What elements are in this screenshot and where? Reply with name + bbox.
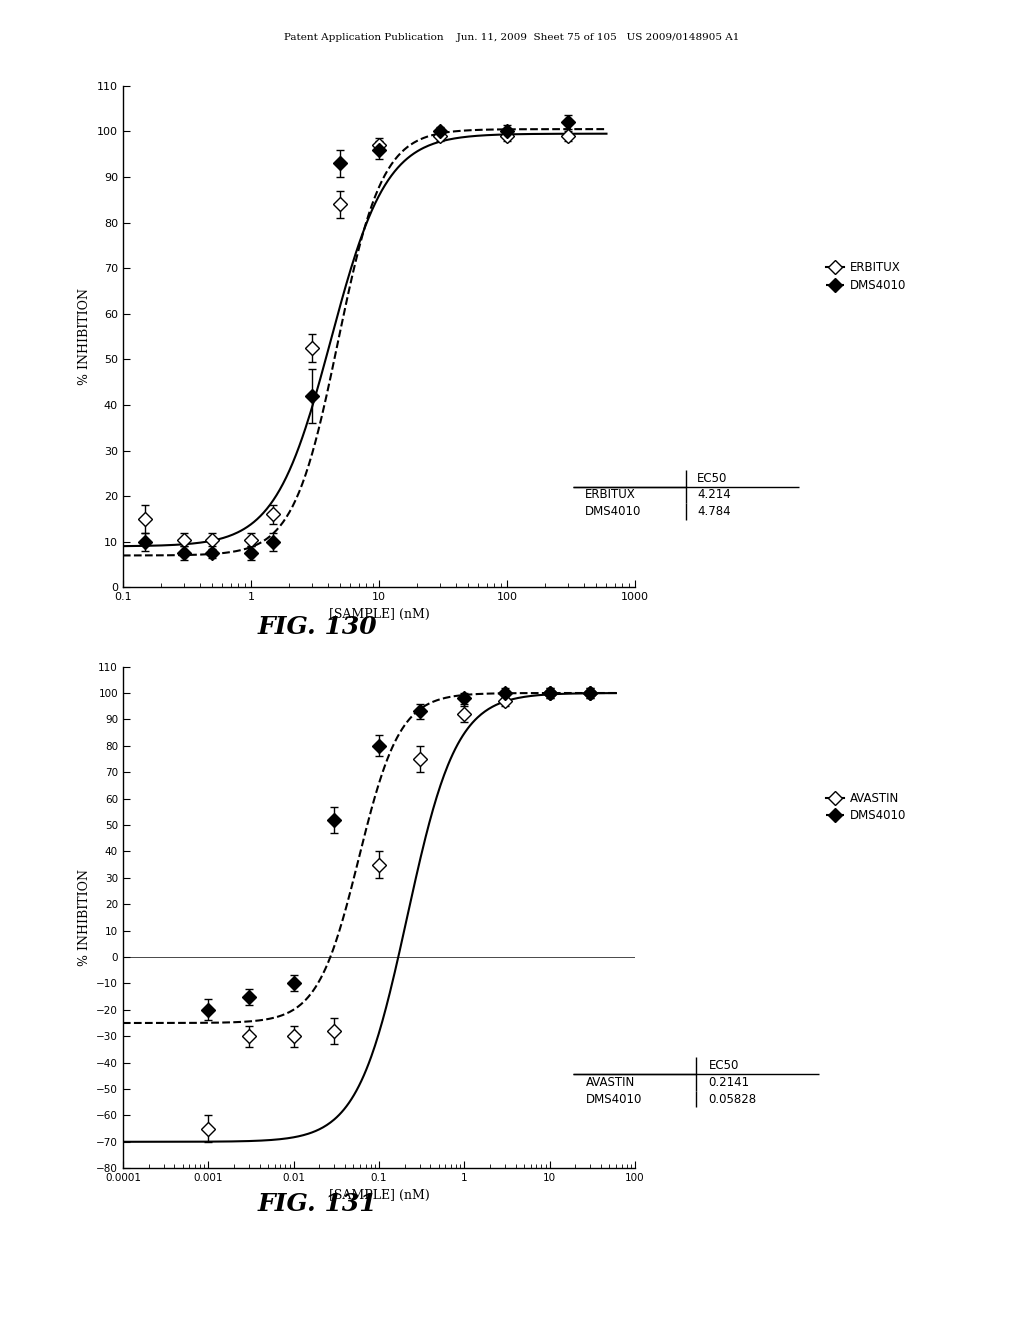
X-axis label: [SAMPLE] (nM): [SAMPLE] (nM)	[329, 607, 429, 620]
Text: FIG. 131: FIG. 131	[258, 1192, 377, 1216]
Text: FIG. 130: FIG. 130	[258, 615, 377, 639]
Legend: ERBITUX, DMS4010: ERBITUX, DMS4010	[821, 256, 910, 297]
Text: Patent Application Publication    Jun. 11, 2009  Sheet 75 of 105   US 2009/01489: Patent Application Publication Jun. 11, …	[285, 33, 739, 42]
Y-axis label: % INHIBITION: % INHIBITION	[78, 869, 90, 966]
Y-axis label: % INHIBITION: % INHIBITION	[79, 288, 91, 385]
X-axis label: [SAMPLE] (nM): [SAMPLE] (nM)	[329, 1188, 429, 1201]
Legend: AVASTIN, DMS4010: AVASTIN, DMS4010	[821, 787, 910, 828]
